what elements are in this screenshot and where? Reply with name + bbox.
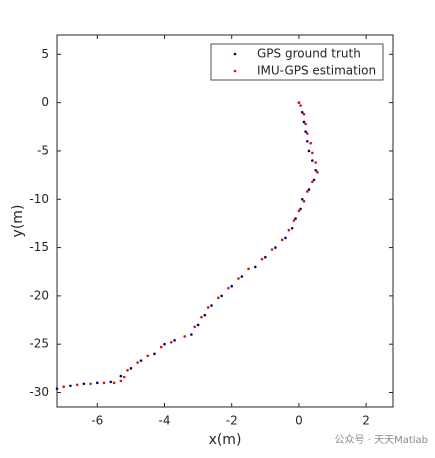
y-tick-label: -10 — [29, 192, 49, 206]
point — [190, 333, 193, 336]
point — [62, 385, 66, 389]
point — [200, 315, 203, 319]
point — [136, 361, 139, 364]
point — [264, 255, 267, 259]
point — [196, 323, 200, 327]
point — [306, 190, 309, 193]
y-axis-label: y(m) — [10, 205, 26, 238]
x-tick-label: -6 — [91, 414, 103, 428]
point — [307, 149, 311, 153]
point — [109, 380, 113, 384]
point — [260, 257, 264, 261]
point — [292, 219, 296, 222]
point — [112, 381, 116, 385]
point — [302, 120, 306, 124]
y-tick-label: -15 — [29, 240, 49, 254]
point — [314, 168, 318, 172]
point — [280, 238, 284, 242]
point — [122, 375, 126, 379]
point — [270, 248, 274, 251]
point — [206, 306, 210, 309]
point — [129, 367, 133, 370]
y-tick-label: 5 — [41, 47, 49, 61]
point — [311, 151, 314, 155]
legend-box — [210, 43, 384, 81]
point — [316, 170, 319, 174]
point — [153, 352, 156, 356]
x-axis-label: x(m) — [209, 432, 242, 448]
point — [230, 284, 234, 288]
point — [220, 294, 223, 298]
point — [216, 296, 220, 300]
point — [82, 382, 86, 386]
point — [169, 340, 173, 344]
point — [183, 335, 186, 338]
point — [311, 180, 314, 184]
point — [163, 342, 166, 346]
point — [69, 384, 72, 388]
point — [311, 159, 314, 162]
point — [306, 132, 309, 135]
y-tick-label: -25 — [29, 337, 49, 351]
point — [314, 161, 318, 164]
point — [240, 275, 244, 278]
point — [302, 199, 306, 203]
point — [304, 122, 307, 126]
point — [284, 236, 287, 240]
point — [139, 359, 143, 362]
point — [307, 188, 311, 191]
point — [253, 265, 257, 269]
point — [210, 304, 213, 307]
point — [247, 267, 250, 271]
point — [299, 104, 302, 107]
point — [300, 197, 304, 201]
point — [55, 387, 59, 390]
point — [227, 286, 230, 290]
point — [146, 354, 150, 358]
y-tick-label: -5 — [37, 143, 49, 157]
point — [119, 374, 123, 378]
watermark: 公众号 · 天天Matlab — [335, 434, 428, 446]
point — [312, 178, 316, 182]
point — [102, 381, 106, 385]
point — [299, 207, 302, 211]
point — [302, 112, 306, 116]
point — [89, 382, 92, 386]
legend-label: GPS ground truth — [257, 47, 361, 61]
point — [297, 101, 301, 104]
y-tick-label: 0 — [41, 95, 49, 109]
y-tick-label: -30 — [29, 385, 49, 399]
point — [300, 110, 304, 114]
point — [290, 226, 294, 230]
point — [193, 325, 197, 329]
point — [297, 209, 301, 213]
y-tick-label: -20 — [29, 288, 49, 302]
x-tick-label: 0 — [295, 414, 303, 428]
x-tick-label: 2 — [362, 414, 370, 428]
point — [126, 368, 129, 372]
point — [173, 339, 176, 342]
point — [119, 379, 123, 383]
point — [237, 277, 240, 280]
plot-box — [56, 34, 394, 408]
point — [75, 383, 79, 387]
x-tick-label: -2 — [226, 414, 238, 428]
point — [306, 139, 309, 143]
x-tick-label: -4 — [159, 414, 171, 428]
point — [96, 381, 99, 385]
legend-marker — [233, 69, 237, 73]
point — [309, 141, 312, 145]
point — [159, 345, 163, 349]
legend-marker — [233, 52, 237, 56]
point — [203, 313, 207, 317]
point — [304, 130, 307, 133]
point — [294, 217, 297, 220]
point — [287, 228, 291, 232]
point — [274, 246, 277, 249]
legend-label: IMU-GPS estimation — [257, 64, 376, 78]
